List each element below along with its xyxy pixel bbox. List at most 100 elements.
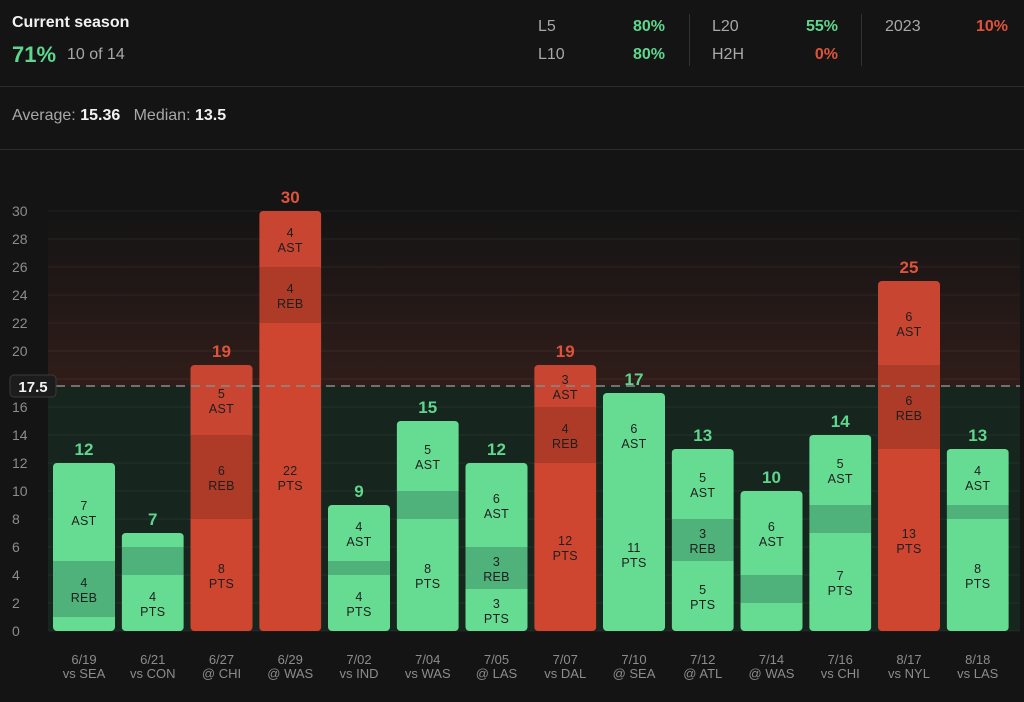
segment-label-line: 5 [837,457,844,471]
segment-label: 3 REB [483,555,510,584]
segment-label-line: AST [896,325,921,339]
bar [53,463,115,631]
segment-label-line: 7 [80,499,87,513]
bar-segment-ast [190,365,253,435]
segment-label-line: 6 [218,464,225,478]
segment-label: 6 AST [484,492,509,521]
bar [121,533,184,631]
bar-total-label: 13 [968,426,987,445]
segment-label: 3 REB [689,527,716,556]
x-tick-date: 6/19 [71,652,96,667]
bar-total-label: 12 [75,440,94,459]
segment-label-line: AST [71,514,96,528]
bar [671,449,734,631]
x-tick-opponent: @ CHI [202,666,241,681]
average-value: 15.36 [80,107,121,124]
y-tick-label: 4 [12,567,20,583]
segment-label: 4 PTS [140,590,165,619]
x-tick-opponent: @ WAS [267,666,313,681]
stat-label-l10: L10 [538,46,565,63]
bar [740,491,803,631]
segment-label: 4 REB [277,282,304,311]
stat-value-h2h: 0% [814,46,838,63]
segment-label: 4 REB [71,576,98,605]
segment-label-line: PTS [965,577,990,591]
segment-label-line: 6 [905,310,912,324]
bar [259,211,322,631]
x-tick-date: 7/07 [553,652,578,667]
bar [396,421,459,631]
segment-label-line: REB [208,479,235,493]
x-tick-date: 7/14 [759,652,784,667]
x-tick-date: 7/04 [415,652,440,667]
bar [603,393,665,631]
segment-label-line: AST [828,472,853,486]
segment-label: 22 PTS [278,464,303,493]
stat-divider [861,14,862,66]
bar-total-label: 25 [900,258,919,277]
segment-label-line: AST [346,535,371,549]
bar-segment-pts [671,561,734,631]
x-tick-opponent: vs CON [130,666,176,681]
y-tick-label: 20 [12,343,28,359]
segment-label-line: 3 [493,555,500,569]
bar-segment-pts [259,323,322,631]
segment-label: 13 PTS [896,527,921,556]
x-tick-date: 8/18 [965,652,990,667]
segment-label-line: 6 [905,394,912,408]
x-tick-opponent: vs CHI [821,666,860,681]
segment-label: 6 AST [759,520,784,549]
threshold-label: 17.5 [18,379,47,396]
x-tick-opponent: vs DAL [544,666,586,681]
bar [809,435,872,631]
segment-label-line: AST [415,458,440,472]
y-tick-label: 14 [12,427,28,443]
x-tick-opponent: @ WAS [749,666,795,681]
segment-label: 4 AST [346,520,371,549]
segment-label: 5 AST [690,471,715,500]
season-hit-count: 10 of 14 [67,46,125,63]
segment-label-line: 13 [902,527,917,541]
segment-label-line: AST [209,402,234,416]
bar-segment-pts [809,533,872,631]
bar-segment-ast [946,449,1009,505]
segment-label-line: AST [553,388,578,402]
segment-label: 6 AST [896,310,921,339]
bar-segment-pts [603,477,665,631]
segment-label: 3 AST [553,373,578,402]
segment-label-line: AST [690,486,715,500]
segment-label: 8 PTS [965,562,990,591]
bar-segment-reb [809,505,872,533]
median-label: Median: [133,107,191,124]
bar-segment-pts [121,575,184,631]
bar-segment-reb [465,547,528,589]
x-tick-date: 6/21 [140,652,165,667]
median-value: 13.5 [194,107,227,124]
segment-label-line: REB [552,437,579,451]
average-label: Average: [12,107,76,124]
segment-label: 7 AST [71,499,96,528]
segment-label: 12 PTS [553,534,578,563]
segment-label: 8 PTS [415,562,440,591]
x-tick-date: 6/29 [278,652,303,667]
y-tick-label: 10 [12,483,28,499]
segment-label-line: 4 [355,520,362,534]
segment-label-line: 11 [627,541,641,555]
x-tick-opponent: @ ATL [683,666,722,681]
segment-label-line: PTS [484,612,509,626]
y-tick-label: 12 [12,455,28,471]
bar [534,365,597,631]
bar-total-label: 17 [625,370,644,389]
segment-label-line: 8 [974,562,981,576]
segment-label-line: PTS [346,605,371,619]
stat-value-l20: 55% [805,18,838,35]
y-tick-label: 26 [12,259,28,275]
bar-segment-reb [671,519,734,561]
y-tick-label: 24 [12,287,28,303]
divider [0,149,1024,150]
segment-label-line: 6 [493,492,500,506]
segment-label-line: 4 [974,464,981,478]
segment-label: 4 AST [278,226,303,255]
segment-label-line: 4 [287,282,294,296]
bar-total-label: 9 [354,482,363,501]
